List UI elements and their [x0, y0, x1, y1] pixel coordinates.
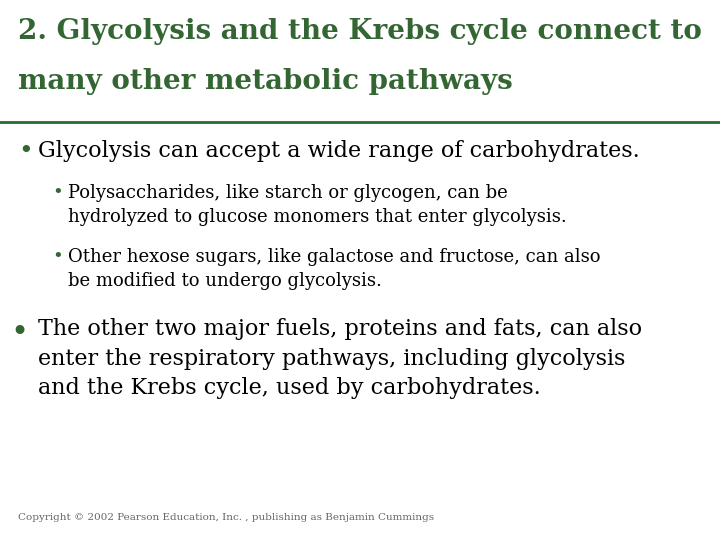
Text: The other two major fuels, proteins and fats, can also
enter the respiratory pat: The other two major fuels, proteins and …	[38, 318, 642, 399]
Text: Other hexose sugars, like galactose and fructose, can also
be modified to underg: Other hexose sugars, like galactose and …	[68, 248, 600, 291]
Text: Glycolysis can accept a wide range of carbohydrates.: Glycolysis can accept a wide range of ca…	[38, 140, 640, 162]
Text: •: •	[52, 184, 63, 202]
Text: 2. Glycolysis and the Krebs cycle connect to: 2. Glycolysis and the Krebs cycle connec…	[18, 18, 702, 45]
Text: •: •	[18, 140, 32, 163]
Text: many other metabolic pathways: many other metabolic pathways	[18, 68, 513, 95]
Text: •: •	[10, 318, 28, 349]
Text: •: •	[52, 248, 63, 266]
Text: Copyright © 2002 Pearson Education, Inc. , publishing as Benjamin Cummings: Copyright © 2002 Pearson Education, Inc.…	[18, 513, 434, 522]
Text: Polysaccharides, like starch or glycogen, can be
hydrolyzed to glucose monomers : Polysaccharides, like starch or glycogen…	[68, 184, 567, 226]
